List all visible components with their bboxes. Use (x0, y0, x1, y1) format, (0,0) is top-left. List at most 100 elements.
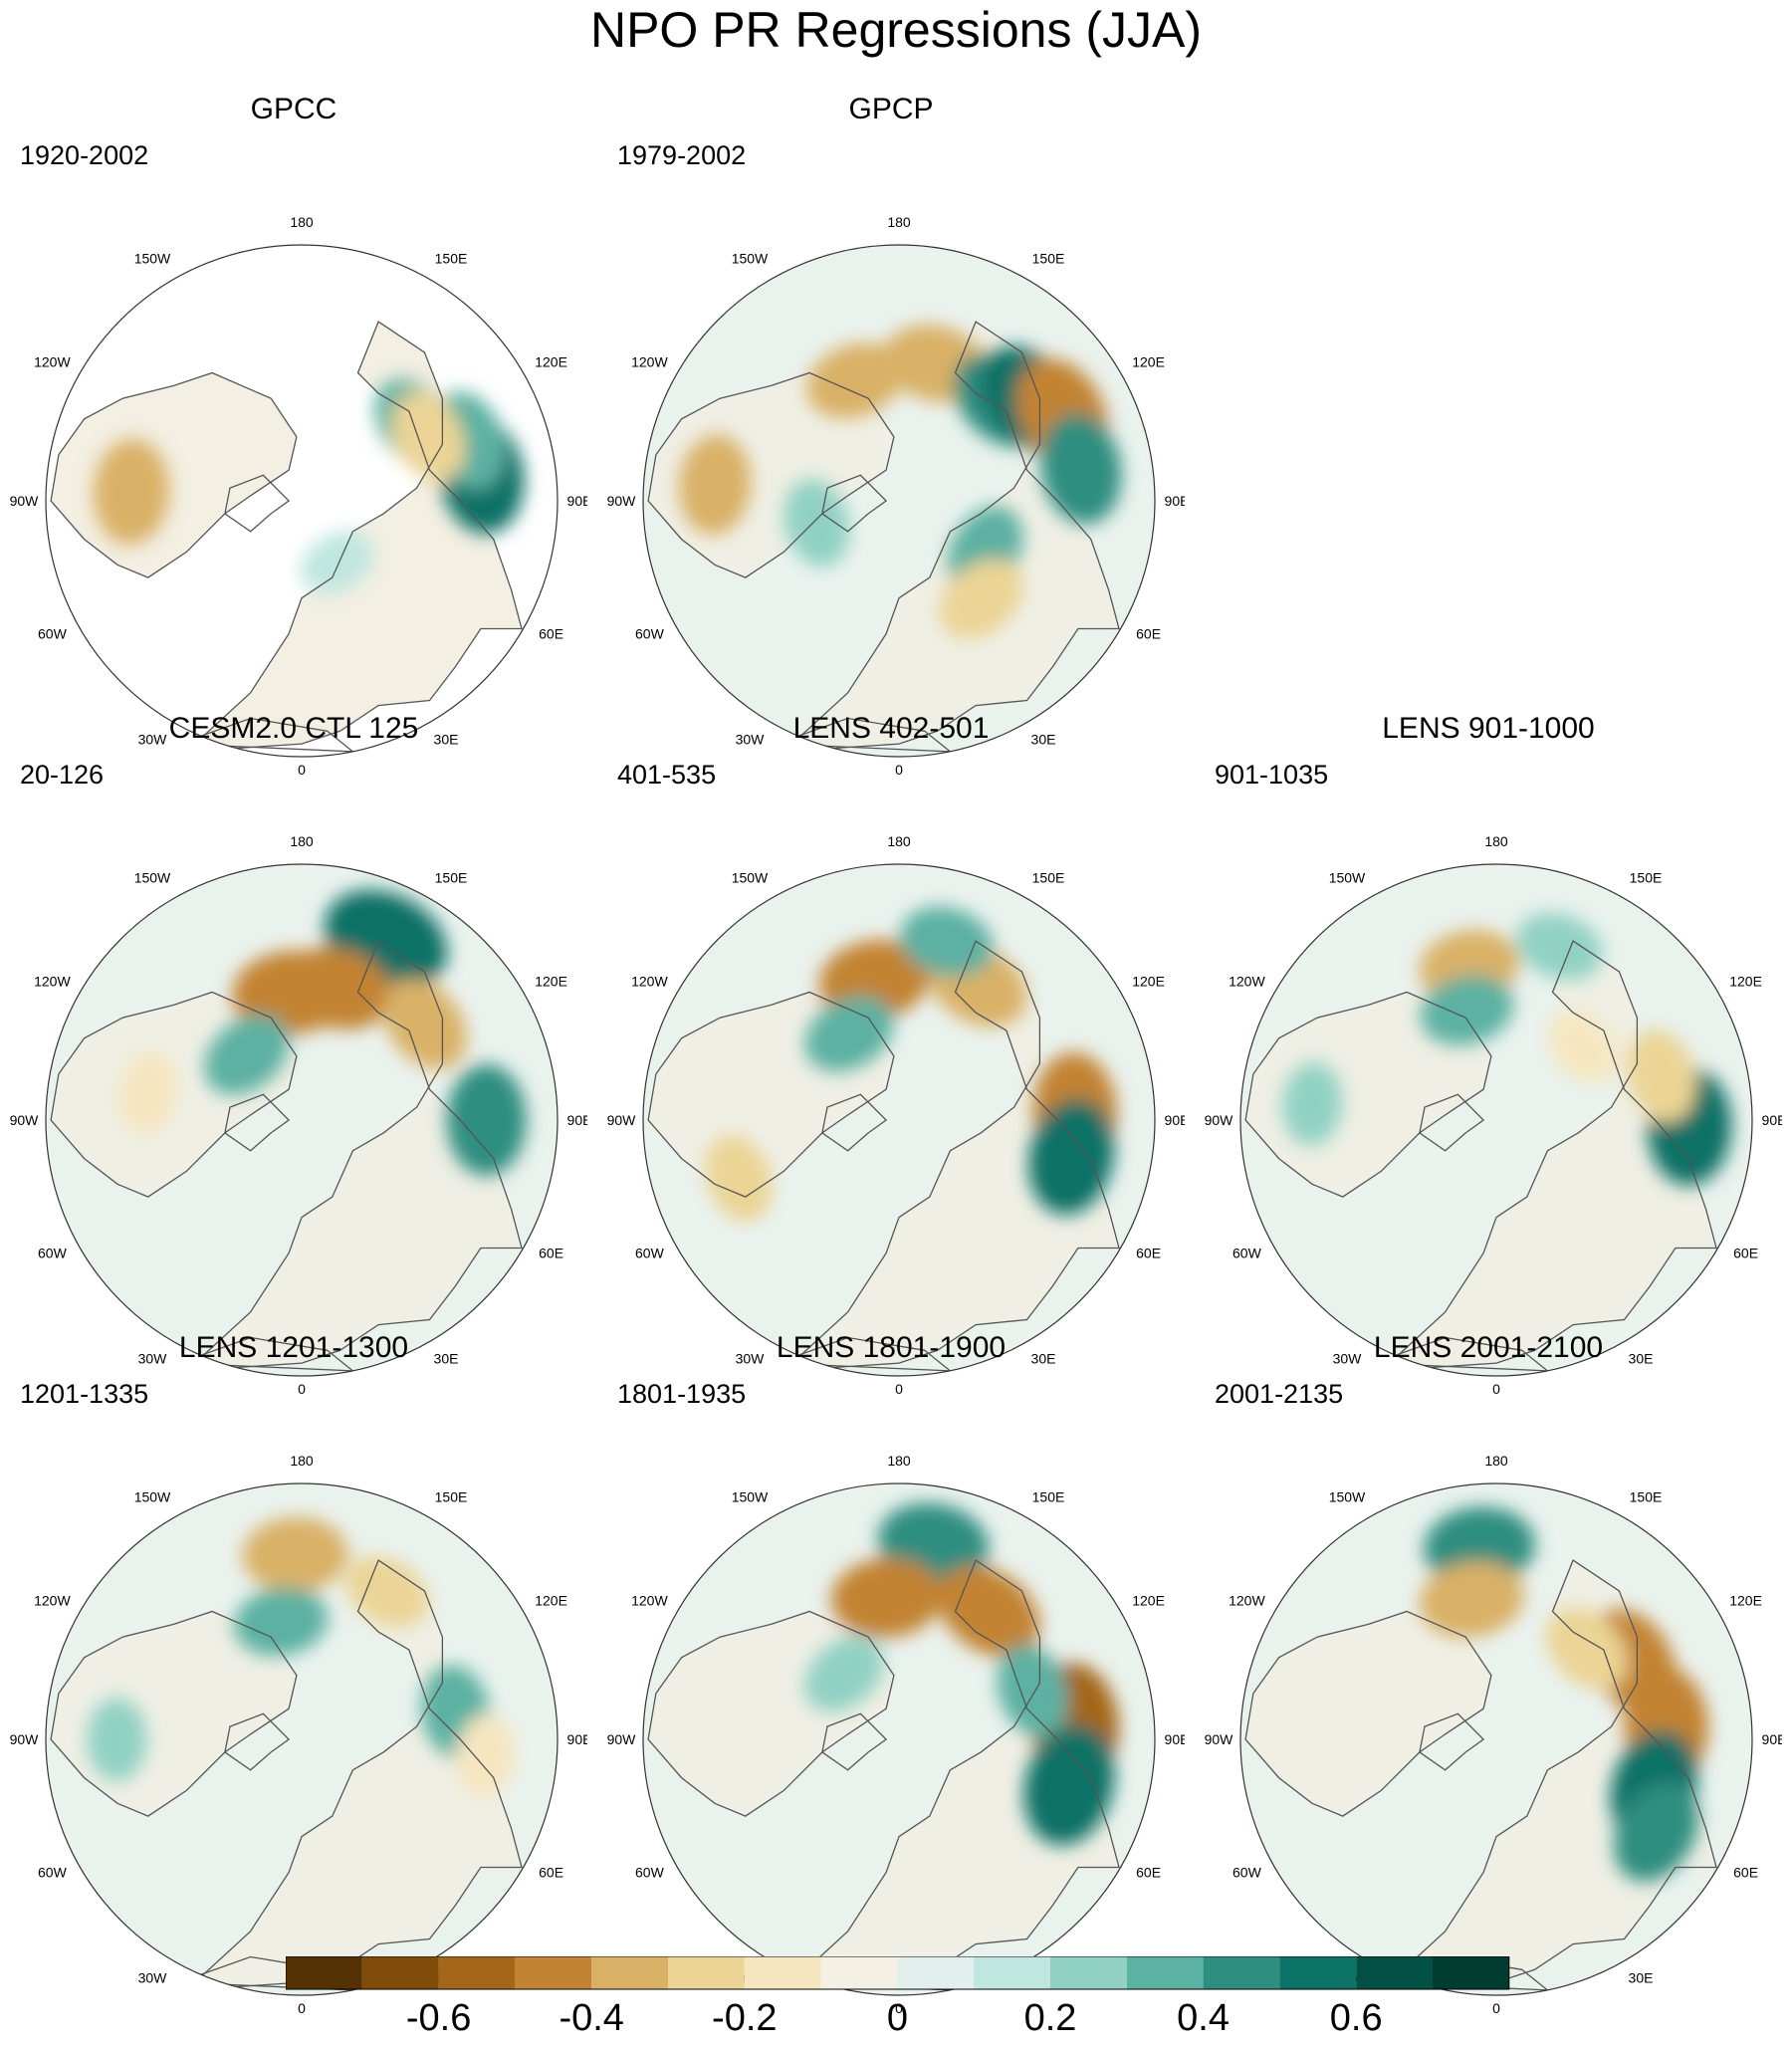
map-label-150w: 150W (134, 250, 171, 266)
panel-year-range: 1801-1935 (617, 1379, 747, 1409)
map-label-30e: 30E (434, 1351, 459, 1367)
land-shade (186, 1560, 523, 1990)
map-label-120w: 120W (631, 1593, 668, 1609)
colorbar-swatch (897, 1956, 975, 1989)
map-label-0: 0 (298, 1381, 306, 1397)
colorbar-swatch (1433, 1956, 1509, 1989)
coastline (821, 1712, 888, 1771)
map-border (1239, 1482, 1753, 1996)
map-label-120w: 120W (631, 354, 668, 370)
map-label-120e: 120E (1132, 1593, 1165, 1609)
anomaly-blob (803, 1636, 884, 1712)
coastline (1379, 940, 1717, 1372)
anomaly-blob (937, 1565, 1040, 1658)
map-label-120w: 120W (34, 1593, 71, 1609)
colorbar-swatch (744, 1956, 821, 1989)
colorbar-tick-label: -0.2 (712, 1997, 777, 2033)
map-border (45, 863, 559, 1377)
colorbar-swatch (1203, 1956, 1280, 1989)
map-label-150e: 150E (1630, 869, 1663, 885)
map-label-150e: 150E (1032, 1488, 1065, 1504)
map-label-30w: 30W (138, 1351, 168, 1367)
anomaly-blob (1516, 912, 1603, 981)
colorbar-swatch (438, 1956, 516, 1989)
map-label-120w: 120W (34, 354, 71, 370)
anomaly-blob (1028, 1098, 1115, 1215)
colorbar-swatch (1050, 1956, 1127, 1989)
map-label-90w: 90W (10, 493, 40, 509)
map-label-90w: 90W (1205, 1731, 1234, 1747)
panel-title: GPCP (848, 93, 934, 125)
map-label-90w: 90W (607, 1112, 637, 1128)
map-panel: 180 150E 120E 90E 60E 30E 0 30W 60W 90W 120W 150W LE… (597, 711, 1185, 1397)
colorbar-swatch (515, 1956, 592, 1989)
map-label-60e: 60E (539, 1865, 563, 1881)
map-label-30e: 30E (1031, 732, 1056, 748)
map-label-150e: 150E (1630, 1488, 1663, 1504)
map-label-150w: 150W (732, 250, 769, 266)
anomaly-blob (1281, 1061, 1343, 1146)
colorbar-tick-label: 0.4 (1177, 1997, 1230, 2033)
anomaly-blob (1419, 1560, 1525, 1638)
map-label-150w: 150W (732, 869, 769, 885)
map-label-150w: 150W (1329, 869, 1366, 885)
anomaly-blob (455, 1713, 517, 1798)
map-label-60e: 60E (1136, 1246, 1161, 1261)
land-shade (1245, 1611, 1491, 1817)
map-label-180: 180 (290, 214, 314, 230)
map-label-90e: 90E (1165, 1731, 1185, 1747)
panel-year-range: 1201-1335 (20, 1379, 149, 1409)
map-label-150w: 150W (134, 869, 171, 885)
land-shade (1245, 992, 1491, 1198)
coastline (178, 717, 355, 753)
map-label-150e: 150E (1032, 869, 1065, 885)
map-label-120w: 120W (34, 974, 71, 990)
map-label-30w: 30W (1333, 1351, 1363, 1367)
map-label-180: 180 (887, 833, 911, 849)
map-label-90w: 90W (10, 1731, 40, 1747)
coastline (776, 1336, 953, 1372)
panel-title: CESM2.0 CTL 125 (168, 712, 419, 745)
panel-title: LENS 402-501 (792, 712, 990, 745)
panel-year-range: 20-126 (20, 760, 105, 790)
map-label-180: 180 (1484, 833, 1508, 849)
map-panel: 180 150E 120E 90E 60E 30E 0 30W 60W 90W 120W 150W LE… (1195, 1330, 1782, 2016)
map-label-180: 180 (887, 1453, 911, 1469)
map-panel: 180 150E 120E 90E 60E 30E 0 30W 60W 90W 120W 150W LE… (1195, 711, 1782, 1397)
coastline (647, 991, 895, 1198)
map-label-90e: 90E (567, 1112, 587, 1128)
coastline (1379, 1559, 1717, 1991)
map-label-0: 0 (895, 2000, 903, 2016)
map-panel: 180 150E 120E 90E 60E 30E 0 30W 60W 90W 120W 150W GP… (0, 92, 587, 778)
coastline (184, 1559, 523, 1991)
map-label-120e: 120E (1729, 974, 1762, 990)
colorbar-tick-label: -0.6 (406, 1997, 471, 2033)
map-label-90e: 90E (1165, 1112, 1185, 1128)
colorbar-swatch (820, 1956, 898, 1989)
coastline (50, 991, 298, 1198)
map-panel: 180 150E 120E 90E 60E 30E 0 30W 60W 90W 120W 150W GP… (597, 92, 1185, 778)
map-label-150e: 150E (435, 250, 468, 266)
map-label-90w: 90W (607, 1731, 637, 1747)
colorbar-tick-label: 0.2 (1024, 1997, 1077, 2033)
map-label-30e: 30E (1629, 1970, 1654, 1986)
map-label-60w: 60W (38, 1246, 68, 1261)
map-label-120w: 120W (631, 974, 668, 990)
map-label-180: 180 (887, 214, 911, 230)
map-label-60e: 60E (1733, 1246, 1758, 1261)
main-title: NPO PR Regressions (JJA) (589, 2, 1203, 58)
map-label-120e: 120E (535, 974, 567, 990)
coastline (224, 1712, 291, 1771)
panel-title: LENS 901-1000 (1382, 712, 1595, 745)
map-label-90w: 90W (1205, 1112, 1234, 1128)
map-label-60w: 60W (635, 626, 665, 642)
map-label-150w: 150W (732, 1488, 769, 1504)
map-label-60e: 60E (1136, 626, 1161, 642)
map-border (45, 244, 559, 758)
colorbar-tick-label: 0 (887, 1997, 908, 2033)
colorbar-swatch (591, 1956, 668, 1989)
